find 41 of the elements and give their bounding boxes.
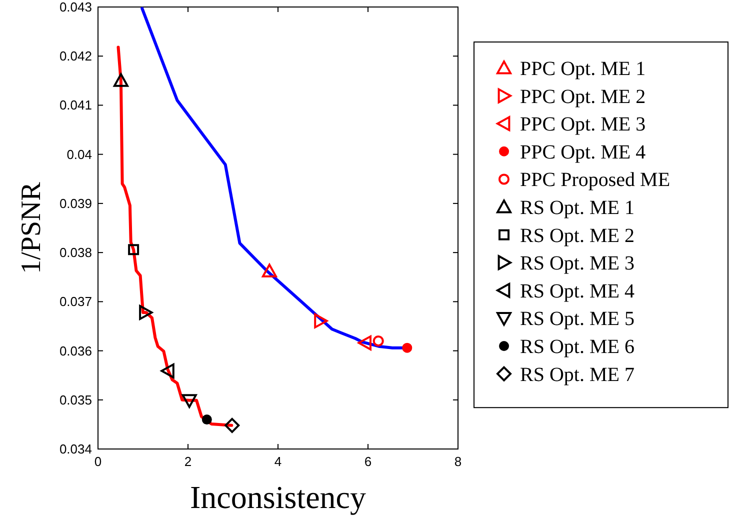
y-tick-label: 0.041 [59,98,92,113]
legend-label: RS Opt. ME 3 [520,252,634,275]
point [182,394,197,408]
legend-label: RS Opt. ME 5 [520,308,634,330]
y-tick-label: 0.036 [59,343,92,358]
point [314,313,328,328]
legend-label: PPC Opt. ME 1 [520,58,646,80]
y-tick-label: 0.034 [59,442,92,456]
y-tick-label: 0.037 [59,294,92,310]
point [160,363,174,378]
point [402,342,412,353]
point [262,264,277,278]
point [358,335,372,350]
point [128,244,140,256]
point [113,73,128,87]
y-tick-label: 0.035 [59,392,92,408]
legend-label: PPC Proposed ME [520,169,670,192]
point [224,418,240,433]
x-axis-title: Inconsistency [190,479,366,515]
legend-label: RS Opt. ME 4 [520,280,634,302]
legend-label: PPC Opt. ME 3 [520,114,646,136]
y-tick-label: 0.038 [59,245,92,260]
y-tick-label: 0.04 [66,146,92,162]
legend-label: RS Opt. ME 2 [520,224,634,247]
y-axis-title: 1/PSNR [16,182,47,274]
x-tick-label: 0 [94,454,102,469]
x-tick-label: 6 [364,454,372,469]
legend-label: PPC Opt. ME 4 [520,141,646,164]
x-tick-label: 8 [454,454,462,469]
legend-label: RS Opt. ME 7 [520,364,634,386]
y-tick-label: 0.042 [59,48,92,64]
y-tick-label: 0.039 [59,196,92,211]
x-tick-label: 2 [184,454,192,469]
y-tick-label: 0.043 [59,0,92,14]
point [139,304,153,320]
legend-label: RS Opt. ME 1 [520,197,634,219]
point [372,335,384,346]
legend-label: PPC Opt. ME 2 [520,86,646,108]
x-tick-label: 4 [274,454,282,469]
point [202,414,212,425]
legend-label: RS Opt. ME 6 [520,336,634,358]
